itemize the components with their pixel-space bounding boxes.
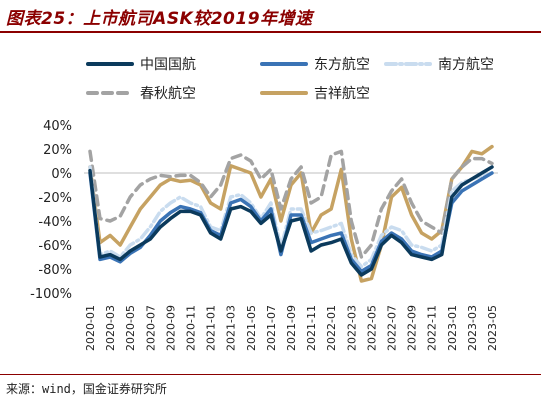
y-tick-label: 0% (51, 167, 72, 182)
series-line-1 (88, 171, 494, 274)
plot-area (84, 144, 498, 283)
x-tick-label: 2020-07 (144, 305, 157, 351)
x-tick-label: 2022-07 (386, 305, 399, 351)
x-tick-label: 2021-09 (285, 305, 298, 351)
x-tick-label: 2020-05 (124, 305, 137, 351)
y-tick-label: 20% (43, 143, 72, 158)
legend-label-4: 吉祥航空 (314, 86, 370, 102)
x-tick-label: 2020-03 (104, 305, 117, 351)
x-tick-label: 2022-03 (345, 305, 358, 351)
series-line-0 (88, 165, 494, 277)
x-tick-label: 2021-05 (245, 305, 258, 351)
series-line-4 (88, 144, 494, 283)
y-tick-label: 40% (43, 119, 72, 134)
x-tick-label: 2021-03 (225, 305, 238, 351)
x-tick-label: 2020-01 (84, 305, 97, 351)
x-tick-label: 2020-11 (185, 305, 198, 351)
y-tick-label: -40% (38, 215, 72, 230)
y-tick-label: -20% (38, 191, 72, 206)
x-tick-label: 2022-01 (325, 305, 338, 351)
title-rule (0, 31, 541, 33)
x-tick-label: 2021-07 (265, 305, 278, 351)
series-line-2 (88, 165, 494, 269)
figure-title: 图表25：上市航司ASK较2019年增速 (6, 9, 313, 29)
legend-label-0: 中国国航 (140, 57, 196, 73)
legend-label-2: 南方航空 (438, 57, 494, 73)
source-note: 来源：wind，国金证券研究所 (6, 382, 167, 396)
series-line-3 (88, 149, 494, 259)
x-tick-label: 2020-09 (164, 305, 177, 351)
x-tick-label: 2022-05 (365, 305, 378, 351)
x-tick-label: 2021-01 (205, 305, 218, 351)
y-axis: 40% 20% 0% -20% -40% -60% -80% -100% (30, 119, 72, 302)
x-tick-label: 2021-11 (305, 305, 318, 351)
y-tick-label: -100% (30, 287, 72, 302)
y-tick-label: -80% (38, 263, 72, 278)
legend-label-1: 东方航空 (314, 57, 370, 73)
x-tick-label: 2023-03 (466, 305, 479, 351)
source-rule (0, 374, 541, 375)
x-axis: 2020-01 2020-03 2020-05 2020-07 2020-09 2020-… (84, 305, 499, 351)
x-tick-label: 2023-05 (486, 305, 499, 351)
legend-label-3: 春秋航空 (140, 86, 196, 102)
y-tick-label: -60% (38, 239, 72, 254)
x-tick-label: 2023-01 (446, 305, 459, 351)
x-tick-label: 2022-09 (406, 305, 419, 351)
x-tick-label: 2022-11 (426, 305, 439, 351)
